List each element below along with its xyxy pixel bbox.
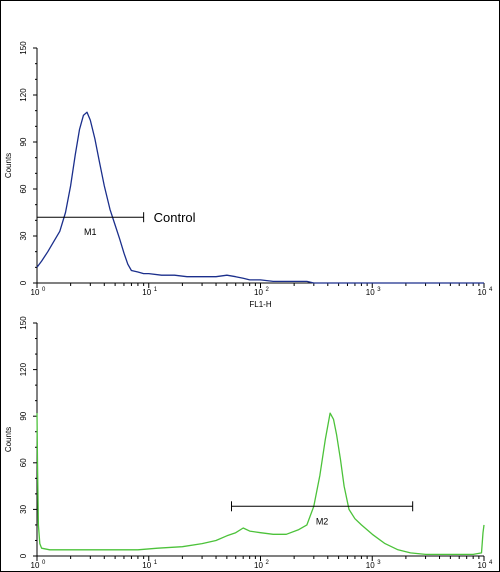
x-tick-label: 10 <box>142 288 151 297</box>
y-axis-label: Counts <box>4 427 13 452</box>
y-tick-label: 90 <box>19 137 28 146</box>
x-axis-label: FL1-H <box>249 300 271 309</box>
y-tick-label: 0 <box>19 553 28 558</box>
x-tick-label: 10 <box>366 288 375 297</box>
y-tick-label: 30 <box>19 504 28 513</box>
y-tick-label: 0 <box>19 280 28 285</box>
x-tick-exponent: 4 <box>489 287 493 293</box>
x-tick-label: 10 <box>142 561 151 570</box>
control-annotation: Control <box>154 210 196 225</box>
x-tick-exponent: 3 <box>377 287 381 293</box>
y-tick-label: 150 <box>19 41 28 55</box>
x-tick-exponent: 4 <box>489 560 493 566</box>
y-tick-label: 90 <box>19 411 28 420</box>
y-axis-label: Counts <box>4 153 13 178</box>
x-tick-label: 10 <box>254 288 263 297</box>
x-tick-label: 10 <box>31 561 40 570</box>
x-tick-exponent: 3 <box>377 560 381 566</box>
y-tick-label: 120 <box>19 362 28 376</box>
y-tick-label: 60 <box>19 184 28 193</box>
x-tick-label: 10 <box>254 561 263 570</box>
x-tick-exponent: 2 <box>266 560 270 566</box>
x-tick-exponent: 0 <box>42 287 46 293</box>
x-tick-label: 10 <box>478 288 487 297</box>
gate-label: M1 <box>84 227 97 237</box>
histogram-series-line <box>36 111 484 284</box>
x-tick-exponent: 2 <box>266 287 270 293</box>
x-tick-label: 10 <box>31 288 40 297</box>
y-tick-label: 120 <box>19 88 28 102</box>
y-tick-label: 150 <box>19 316 28 330</box>
x-tick-exponent: 1 <box>154 560 158 566</box>
y-tick-label: 30 <box>19 231 28 240</box>
x-tick-exponent: 0 <box>42 560 46 566</box>
x-tick-label: 10 <box>366 561 375 570</box>
y-tick-label: 60 <box>19 458 28 467</box>
histogram-series-line <box>36 412 485 556</box>
x-tick-label: 10 <box>478 561 487 570</box>
gate-label: M2 <box>316 516 329 526</box>
x-tick-exponent: 1 <box>154 287 158 293</box>
